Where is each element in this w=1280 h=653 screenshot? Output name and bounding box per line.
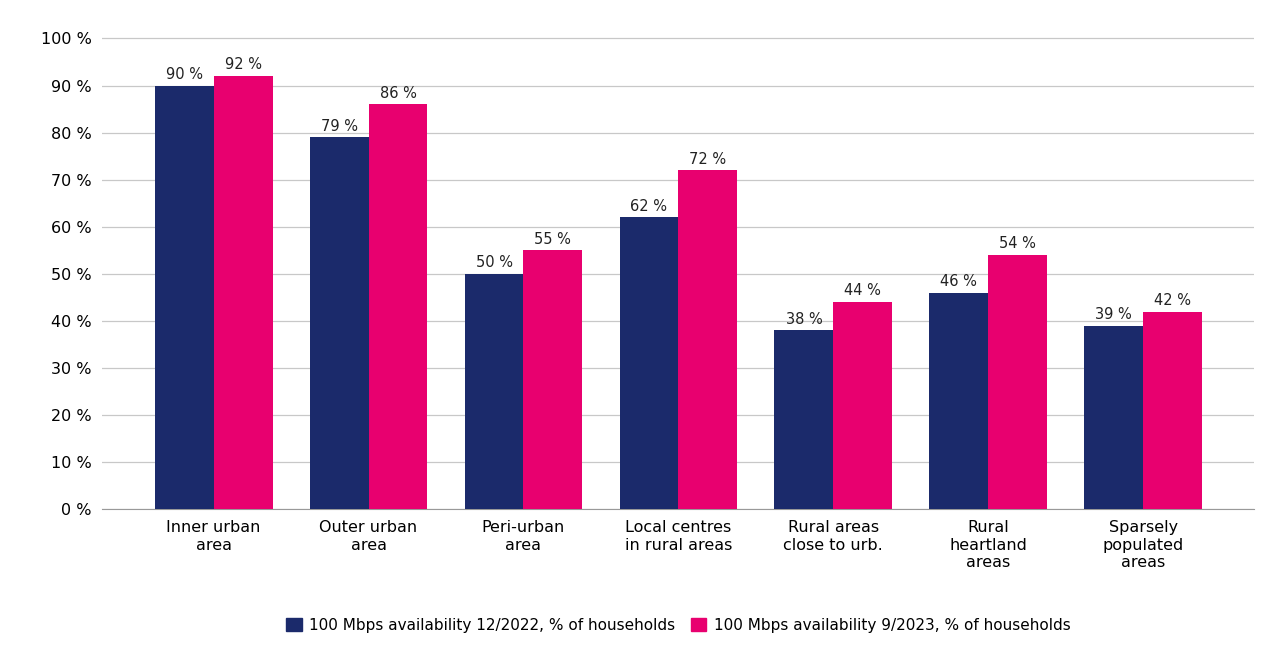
Bar — [465, 274, 524, 509]
Bar — [988, 255, 1047, 509]
Text: 79 %: 79 % — [320, 119, 357, 134]
Bar — [524, 250, 582, 509]
Bar — [929, 293, 988, 509]
Text: 62 %: 62 % — [631, 199, 667, 214]
Legend: 100 Mbps availability 12/2022, % of households, 100 Mbps availability 9/2023, % : 100 Mbps availability 12/2022, % of hous… — [280, 612, 1076, 639]
Text: 55 %: 55 % — [535, 232, 571, 247]
Text: 46 %: 46 % — [941, 274, 977, 289]
Text: 90 %: 90 % — [165, 67, 202, 82]
Text: 72 %: 72 % — [689, 151, 726, 167]
Bar — [678, 170, 737, 509]
Text: 92 %: 92 % — [224, 57, 261, 72]
Bar — [214, 76, 273, 509]
Bar — [155, 86, 214, 509]
Bar — [774, 330, 833, 509]
Bar — [620, 217, 678, 509]
Text: 38 %: 38 % — [786, 311, 822, 326]
Text: 42 %: 42 % — [1155, 293, 1192, 308]
Bar — [833, 302, 892, 509]
Bar — [1143, 311, 1202, 509]
Text: 44 %: 44 % — [845, 283, 881, 298]
Text: 50 %: 50 % — [476, 255, 512, 270]
Text: 86 %: 86 % — [380, 86, 416, 101]
Text: 39 %: 39 % — [1096, 307, 1132, 322]
Bar — [369, 104, 428, 509]
Bar — [310, 137, 369, 509]
Bar — [1084, 326, 1143, 509]
Text: 54 %: 54 % — [1000, 236, 1036, 251]
